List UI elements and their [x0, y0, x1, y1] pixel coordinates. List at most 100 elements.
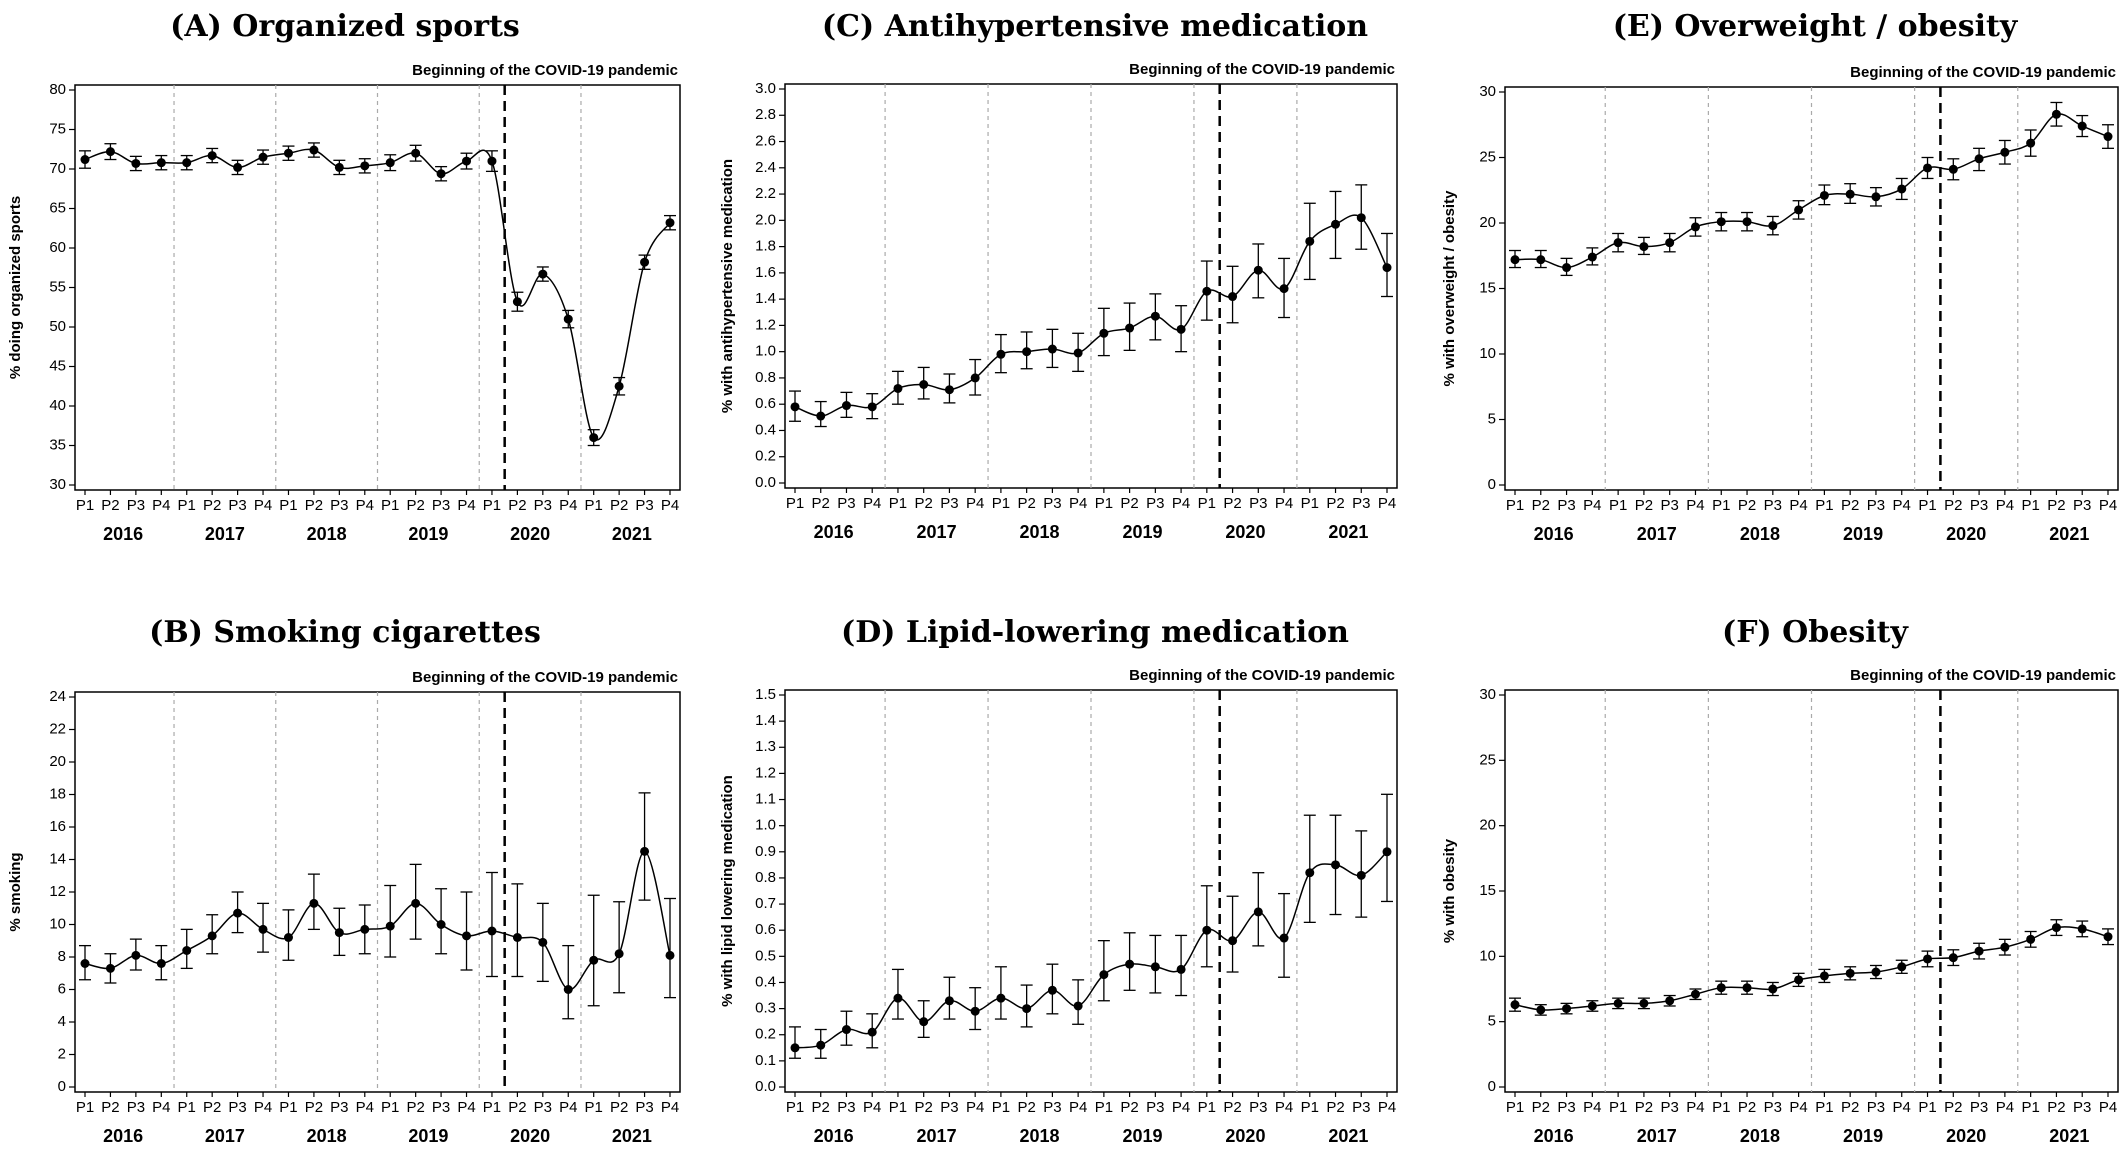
x-year-label: 2017 — [1637, 1126, 1677, 1146]
y-tick-label: 18 — [49, 785, 66, 802]
y-tick-label: 2.0 — [755, 211, 776, 228]
x-period-label: P3 — [940, 495, 958, 512]
x-period-label: P3 — [2073, 497, 2091, 514]
x-period-label: P2 — [101, 497, 119, 514]
x-year-label: 2018 — [1019, 1126, 1059, 1146]
data-point — [2077, 121, 2087, 131]
data-point — [2000, 942, 2010, 952]
x-period-label: P2 — [1738, 1099, 1756, 1116]
x-period-label: P4 — [254, 1099, 272, 1116]
covid-label: Beginning of the COVID-19 pandemic — [1129, 667, 1395, 684]
error-bar — [638, 792, 651, 901]
data-point — [996, 349, 1006, 359]
y-tick-label: 0.4 — [755, 421, 776, 438]
data-point — [1382, 847, 1392, 857]
data-point — [411, 898, 421, 908]
x-period-label: P1 — [1918, 497, 1936, 514]
data-point — [2077, 924, 2087, 934]
chart-title: (F) Obesity — [1722, 615, 1909, 650]
data-point — [487, 926, 497, 936]
data-point — [1639, 998, 1649, 1008]
data-point — [893, 383, 903, 393]
x-period-label: P2 — [1532, 1099, 1550, 1116]
y-tick-label: 15 — [1479, 279, 1496, 296]
x-period-label: P3 — [1970, 497, 1988, 514]
y-tick-label: 0.2 — [755, 448, 776, 465]
x-period-label: P1 — [1712, 497, 1730, 514]
data-point — [2000, 147, 2010, 157]
x-period-label: P2 — [610, 1099, 628, 1116]
x-period-label: P3 — [1043, 1099, 1061, 1116]
x-period-label: P4 — [254, 497, 272, 514]
data-point — [1125, 323, 1135, 333]
x-period-label: P1 — [1712, 1099, 1730, 1116]
data-point — [1613, 238, 1623, 248]
x-period-label: P4 — [1996, 1099, 2014, 1116]
data-point — [105, 147, 115, 157]
x-period-label: P4 — [356, 497, 374, 514]
data-point — [233, 162, 243, 172]
x-period-label: P1 — [76, 1099, 94, 1116]
x-period-label: P4 — [966, 1099, 984, 1116]
x-period-label: P2 — [1738, 497, 1756, 514]
data-point — [996, 993, 1006, 1003]
x-year-label: 2019 — [408, 524, 448, 544]
x-period-label: P1 — [585, 1099, 603, 1116]
data-point — [1665, 996, 1675, 1006]
x-year-label: 2019 — [1122, 522, 1162, 542]
y-tick-label: 0.9 — [755, 843, 776, 860]
data-point — [131, 950, 141, 960]
y-tick-label: 1.2 — [755, 764, 776, 781]
x-period-label: P2 — [915, 1099, 933, 1116]
x-period-label: P4 — [457, 497, 475, 514]
error-bar — [511, 883, 524, 978]
x-year-label: 2017 — [917, 1126, 957, 1146]
data-point — [816, 411, 826, 421]
x-period-label: P3 — [635, 1099, 653, 1116]
y-tick-label: 0 — [1488, 1078, 1496, 1095]
data-point — [156, 959, 166, 968]
x-period-label: P3 — [635, 497, 653, 514]
x-period-label: P2 — [203, 497, 221, 514]
data-point — [1279, 933, 1289, 943]
data-point — [1382, 263, 1392, 273]
data-point — [1897, 184, 1907, 194]
x-period-label: P4 — [1378, 1099, 1396, 1116]
x-year-label: 2016 — [103, 524, 143, 544]
data-point — [1819, 971, 1829, 981]
x-period-label: P2 — [1326, 495, 1344, 512]
y-tick-label: 2.6 — [755, 133, 776, 150]
data-point — [385, 158, 395, 168]
x-period-label: P2 — [508, 497, 526, 514]
chart-panel-a: (A) Organized sports Beginning of the COV… — [7, 9, 681, 544]
covid-label: Beginning of the COVID-19 pandemic — [412, 669, 678, 686]
x-period-label: P3 — [940, 1099, 958, 1116]
x-period-label: P3 — [127, 497, 145, 514]
x-year-label: 2020 — [1946, 524, 1986, 544]
data-point — [1639, 242, 1649, 252]
y-tick-label: 16 — [49, 818, 66, 835]
x-period-label: P4 — [1069, 495, 1087, 512]
data-point — [1742, 983, 1752, 993]
x-period-label: P4 — [661, 497, 679, 514]
data-point — [360, 161, 370, 171]
x-period-label: P4 — [966, 495, 984, 512]
y-tick-label: 0.3 — [755, 1000, 776, 1017]
x-period-label: P2 — [1635, 497, 1653, 514]
chart-title: (B) Smoking cigarettes — [149, 615, 541, 650]
x-period-label: P2 — [305, 1099, 323, 1116]
data-point — [1202, 286, 1212, 296]
x-period-label: P1 — [889, 495, 907, 512]
data-point — [2026, 138, 2036, 148]
y-tick-label: 0.8 — [755, 369, 776, 386]
x-period-label: P4 — [1583, 1099, 1601, 1116]
chart-title: (A) Organized sports — [170, 9, 520, 44]
chart-title: (D) Lipid-lowering medication — [841, 615, 1349, 650]
y-tick-label: 0.0 — [755, 474, 776, 491]
x-period-label: P4 — [152, 1099, 170, 1116]
x-period-label: P3 — [837, 495, 855, 512]
data-point — [919, 380, 929, 389]
x-period-label: P2 — [2047, 497, 2065, 514]
data-point — [80, 155, 90, 165]
